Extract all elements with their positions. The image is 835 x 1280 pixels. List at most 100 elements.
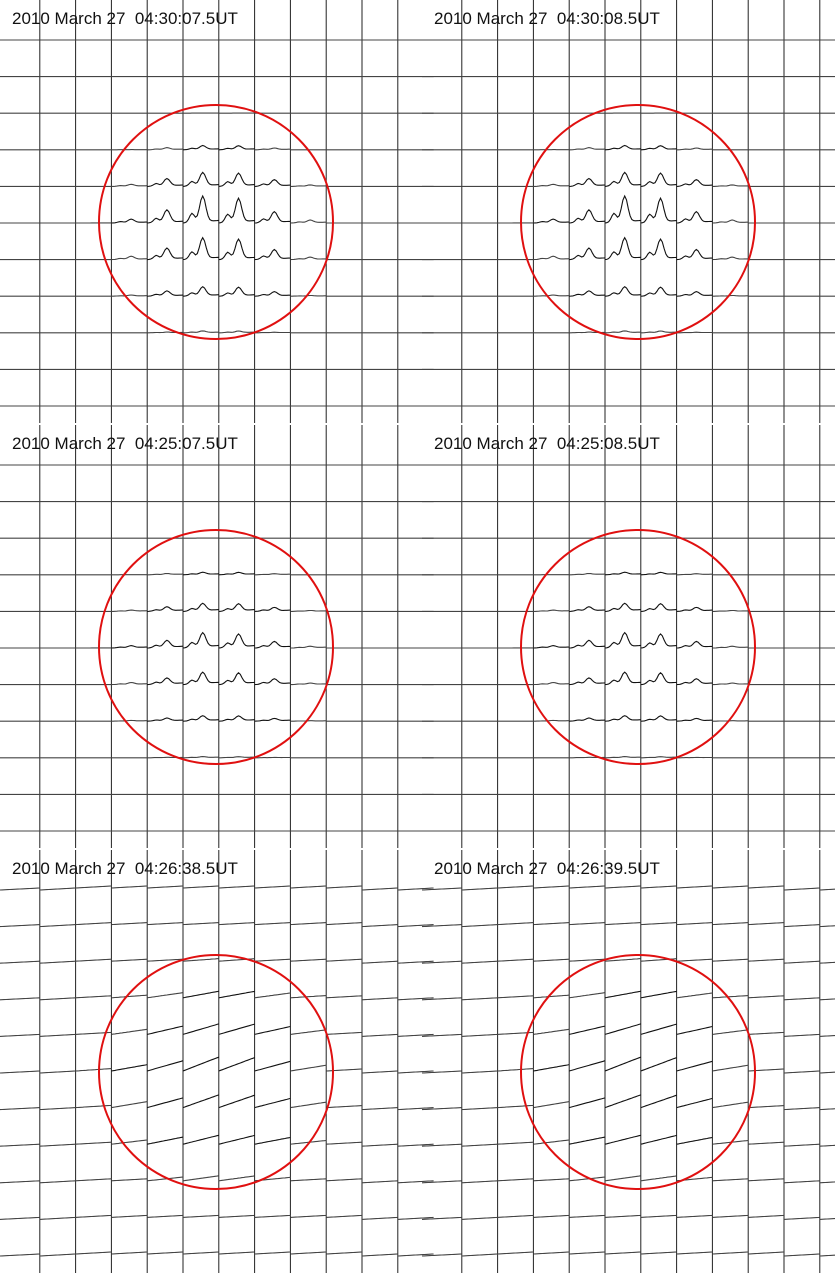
panel-title: 2010 March 27 04:25:07.5UT xyxy=(12,434,238,453)
spectrum xyxy=(218,286,255,297)
spectrum xyxy=(326,922,363,926)
spectrum xyxy=(182,144,219,151)
spectrum xyxy=(147,717,184,722)
spectrum xyxy=(712,995,749,999)
spectrum xyxy=(218,633,255,649)
spectrum xyxy=(533,218,570,224)
spectrum xyxy=(604,715,641,722)
spectrum xyxy=(290,958,327,962)
spectrum xyxy=(39,924,76,928)
spectrum xyxy=(75,922,112,926)
spectrum xyxy=(421,1180,462,1184)
spectrum xyxy=(605,756,641,759)
spectrum xyxy=(254,678,291,686)
spectrum xyxy=(75,1104,112,1109)
spectrum xyxy=(290,1101,327,1109)
spectrum xyxy=(218,715,255,722)
spectrum xyxy=(676,640,713,649)
spectrum xyxy=(604,1134,641,1145)
spectrum xyxy=(111,681,148,686)
spectrum xyxy=(783,1216,820,1220)
spectrum xyxy=(397,997,434,1001)
spectrum xyxy=(497,995,534,999)
spectrum xyxy=(569,1097,606,1109)
spectrum xyxy=(676,717,713,722)
spectrum xyxy=(75,995,112,999)
spectrum xyxy=(182,1134,219,1145)
spectrum xyxy=(326,995,363,999)
spectrum xyxy=(569,992,606,999)
spectrum xyxy=(290,995,327,999)
spectrum xyxy=(640,1023,677,1035)
spectrum xyxy=(640,633,677,649)
spectrum xyxy=(421,1253,462,1257)
spectrum xyxy=(676,922,713,926)
spectrum xyxy=(819,888,835,891)
spectrum xyxy=(569,922,606,926)
spectrum xyxy=(254,717,291,722)
spectrum xyxy=(676,210,713,224)
spectrum xyxy=(604,1094,641,1109)
spectrum xyxy=(604,1056,641,1072)
spectrum xyxy=(676,1097,713,1109)
spectrum xyxy=(0,1180,40,1184)
spectrum xyxy=(604,631,641,649)
spectrum xyxy=(361,1216,398,1220)
panel-title: 2010 March 27 04:26:39.5UT xyxy=(434,859,660,878)
spectrum xyxy=(569,606,606,612)
disk-outline xyxy=(98,529,334,765)
spectrum xyxy=(218,1023,255,1035)
spectrum xyxy=(640,1175,677,1182)
spectrum xyxy=(39,1033,76,1037)
spectrum xyxy=(604,990,641,999)
spectrum xyxy=(640,330,677,334)
spectrum xyxy=(290,184,327,187)
spectrum xyxy=(569,958,606,962)
panel-title: 2010 March 27 04:25:08.5UT xyxy=(434,434,660,453)
spectrum xyxy=(783,997,820,1001)
spectrum xyxy=(39,1180,76,1184)
spectrum xyxy=(326,1105,363,1109)
disk-outline xyxy=(98,104,334,340)
spectrum xyxy=(290,1251,327,1255)
spectrum xyxy=(254,331,291,334)
spectrum xyxy=(111,1139,148,1145)
spectrum xyxy=(676,147,713,151)
spectrum xyxy=(533,1028,570,1035)
spectrum xyxy=(461,924,498,928)
spectrum xyxy=(569,885,606,889)
spectrum xyxy=(361,887,398,891)
spectrum xyxy=(640,1251,677,1255)
spectrum xyxy=(748,958,785,962)
spectrum xyxy=(497,958,534,962)
spectrum xyxy=(218,1057,255,1072)
spectrum xyxy=(182,885,219,889)
spectrum xyxy=(182,1023,219,1035)
spectrum xyxy=(75,1214,112,1218)
spectrum xyxy=(712,609,749,612)
spectrum xyxy=(290,1064,327,1072)
spectrum xyxy=(397,1070,434,1074)
spectrum xyxy=(640,286,677,297)
spectrum xyxy=(254,1251,291,1255)
spectrum xyxy=(497,1214,534,1218)
spectrum xyxy=(397,1216,434,1220)
spectrum xyxy=(461,997,498,1001)
spectrum xyxy=(676,291,713,297)
spectrum xyxy=(182,958,219,962)
spectrum xyxy=(147,1060,184,1072)
spectrum xyxy=(361,1033,398,1037)
spectrum xyxy=(819,998,835,1001)
spectrum xyxy=(461,1143,498,1147)
spectrum xyxy=(712,922,749,926)
panel: 2010 March 27 04:25:07.5UT xyxy=(0,425,434,848)
spectrum xyxy=(748,885,785,889)
spectrum xyxy=(461,1253,498,1257)
spectrum xyxy=(748,1105,785,1109)
spectrum xyxy=(533,885,570,889)
spectrum xyxy=(254,958,291,962)
spectrum xyxy=(748,1214,785,1218)
spectrum xyxy=(712,720,749,722)
spectrum xyxy=(147,885,184,889)
panel: 2010 March 27 04:25:08.5UT xyxy=(422,425,835,848)
